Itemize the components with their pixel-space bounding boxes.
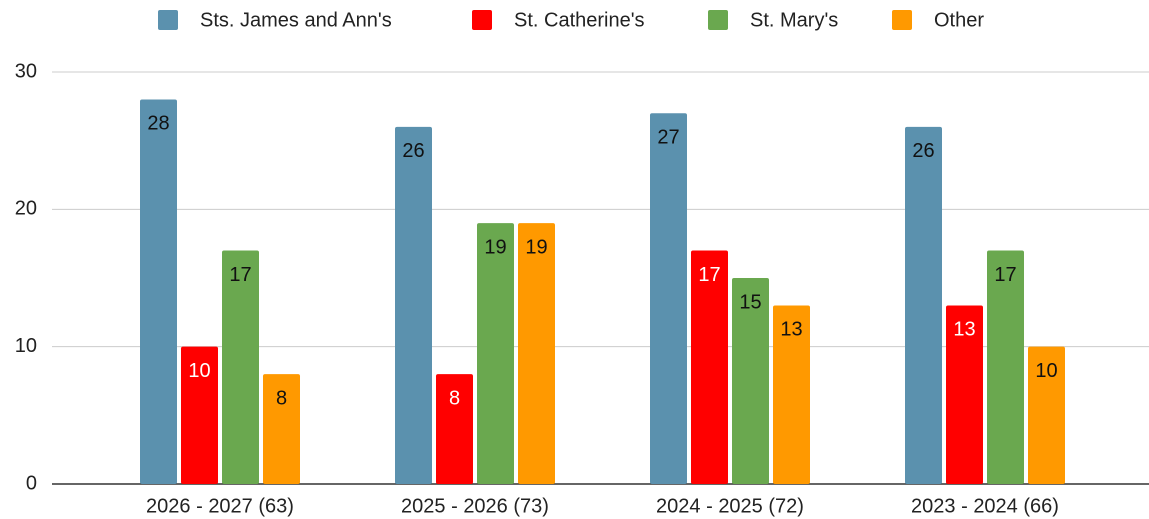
data-label: 17 xyxy=(698,264,720,286)
bar xyxy=(732,278,769,484)
data-label: 15 xyxy=(739,291,761,313)
data-label: 13 xyxy=(780,319,802,341)
x-tick-label: 2025 - 2026 (73) xyxy=(401,495,549,517)
legend-label: St. Catherine's xyxy=(514,9,645,31)
x-tick-label: 2023 - 2024 (66) xyxy=(911,495,1059,517)
bar xyxy=(263,374,300,484)
data-label: 19 xyxy=(525,236,547,258)
bar xyxy=(436,374,473,484)
bar xyxy=(905,126,942,484)
legend-swatch xyxy=(158,10,178,30)
bar xyxy=(395,126,432,484)
data-label: 13 xyxy=(953,319,975,341)
x-tick-label: 2024 - 2025 (72) xyxy=(656,495,804,517)
x-tick-label: 2026 - 2027 (63) xyxy=(146,495,294,517)
data-label: 17 xyxy=(229,264,251,286)
bar xyxy=(987,250,1024,484)
legend-swatch xyxy=(472,10,492,30)
y-tick-label: 30 xyxy=(15,60,37,82)
data-label: 8 xyxy=(276,387,287,409)
y-tick-label: 0 xyxy=(26,472,37,494)
data-label: 28 xyxy=(147,113,169,135)
bar xyxy=(1028,346,1065,484)
legend-swatch xyxy=(708,10,728,30)
bar xyxy=(181,346,218,484)
data-label: 17 xyxy=(994,264,1016,286)
y-tick-label: 20 xyxy=(15,198,37,220)
data-label: 19 xyxy=(484,236,506,258)
bar xyxy=(650,113,687,484)
data-label: 10 xyxy=(188,360,210,382)
bar xyxy=(518,223,555,485)
legend-swatch xyxy=(892,10,912,30)
y-tick-label: 10 xyxy=(15,335,37,357)
legend-label: Sts. James and Ann's xyxy=(200,9,392,31)
bar xyxy=(477,223,514,485)
data-label: 27 xyxy=(657,126,679,148)
bar xyxy=(691,250,728,484)
bar xyxy=(946,305,983,484)
data-label: 8 xyxy=(449,387,460,409)
bar xyxy=(140,99,177,484)
data-label: 26 xyxy=(402,140,424,162)
legend-label: Other xyxy=(934,9,984,31)
bar xyxy=(773,305,810,484)
data-label: 10 xyxy=(1035,360,1057,382)
bar xyxy=(222,250,259,484)
data-label: 26 xyxy=(912,140,934,162)
legend-label: St. Mary's xyxy=(750,9,838,31)
